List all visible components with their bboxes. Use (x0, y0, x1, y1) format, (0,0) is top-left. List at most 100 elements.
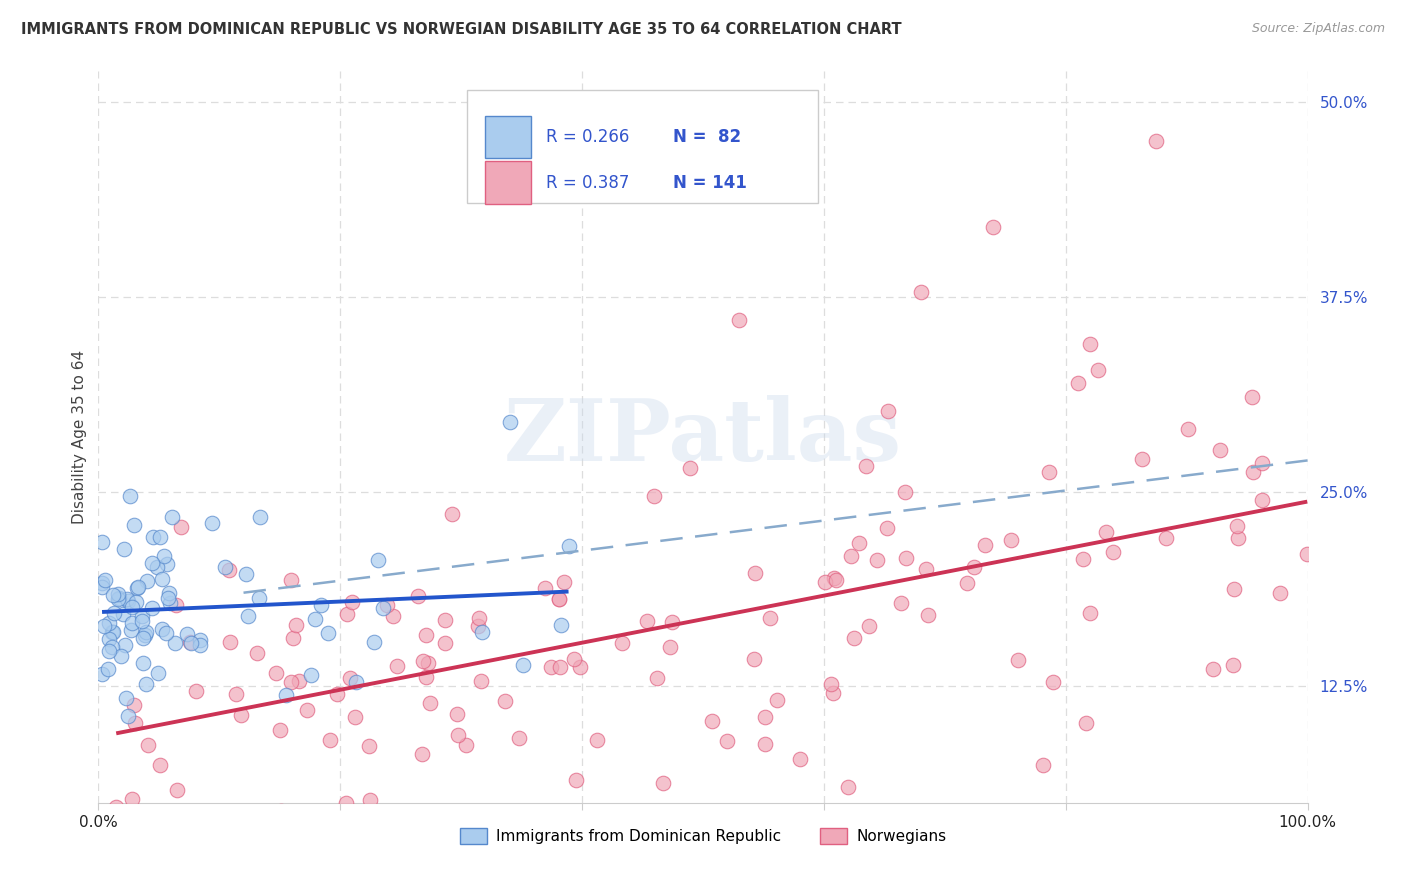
Point (1154, 531, 1177, 545)
Point (179, 634, 201, 648)
Point (101, 640, 124, 654)
Point (150, 572, 173, 586)
Point (304, 612, 326, 626)
Point (214, 560, 236, 574)
Point (1042, 674, 1064, 689)
Point (309, 598, 332, 612)
Point (540, 659, 562, 673)
Point (91, 580, 114, 594)
Point (411, 747, 433, 761)
Point (159, 596, 181, 610)
Point (299, 667, 322, 681)
Point (357, 739, 380, 753)
Point (406, 589, 429, 603)
Text: ZIPatlas: ZIPatlas (503, 395, 903, 479)
Point (418, 656, 440, 670)
Point (101, 588, 124, 602)
Point (820, 677, 842, 691)
Point (471, 625, 494, 640)
Point (270, 804, 292, 818)
Point (1038, 465, 1060, 479)
Point (136, 738, 159, 752)
Point (1251, 456, 1274, 470)
Point (120, 624, 142, 638)
Point (152, 623, 174, 637)
Point (98, 615, 121, 630)
Point (498, 415, 520, 429)
Point (381, 609, 404, 624)
Point (336, 607, 359, 621)
Point (1201, 662, 1223, 676)
Point (105, 800, 128, 814)
Point (1071, 552, 1094, 566)
Point (914, 562, 936, 576)
Point (107, 592, 129, 607)
Point (335, 796, 357, 810)
Point (548, 592, 571, 607)
Point (548, 592, 571, 607)
Point (557, 540, 579, 554)
Point (956, 576, 979, 591)
Point (855, 459, 877, 474)
Point (837, 780, 859, 795)
Point (886, 811, 908, 825)
Point (148, 666, 170, 681)
Point (103, 606, 125, 620)
Point (434, 636, 457, 650)
Point (135, 574, 157, 588)
Point (553, 575, 575, 590)
Point (100, 625, 122, 640)
Point (548, 660, 571, 674)
Point (1209, 442, 1232, 457)
Point (166, 783, 188, 797)
Point (1223, 582, 1246, 596)
Point (447, 728, 470, 742)
Point (728, 313, 751, 327)
Point (371, 601, 394, 615)
Point (974, 539, 997, 553)
Point (754, 737, 776, 751)
Point (367, 553, 389, 567)
Point (155, 626, 177, 640)
Point (412, 654, 434, 668)
Point (141, 556, 163, 570)
Point (114, 639, 136, 653)
Point (1078, 606, 1101, 620)
Point (766, 692, 789, 706)
Point (249, 510, 271, 524)
Point (134, 628, 156, 642)
Point (454, 738, 477, 752)
Point (118, 489, 141, 503)
Point (184, 683, 207, 698)
Point (141, 601, 163, 615)
Point (180, 636, 202, 650)
Point (585, 733, 607, 747)
Point (562, 652, 585, 666)
Point (679, 460, 702, 475)
Point (1226, 532, 1249, 546)
Text: R = 0.387: R = 0.387 (546, 174, 628, 192)
Point (146, 560, 169, 574)
Point (125, 594, 148, 608)
Point (702, 714, 724, 728)
Point (101, 625, 124, 640)
Point (149, 757, 172, 772)
Point (415, 670, 437, 684)
Point (188, 638, 211, 652)
Legend: Immigrants from Dominican Republic, Norwegians: Immigrants from Dominican Republic, Norw… (454, 822, 952, 850)
Point (377, 598, 399, 612)
Point (1007, 653, 1029, 667)
Point (91, 576, 114, 591)
Point (170, 520, 193, 534)
Point (111, 607, 134, 621)
Point (652, 775, 675, 789)
Point (110, 648, 132, 663)
Point (340, 595, 363, 609)
Point (319, 733, 342, 747)
Point (269, 723, 291, 738)
Point (122, 698, 145, 713)
Point (890, 596, 912, 610)
Point (981, 219, 1004, 234)
Point (1296, 547, 1319, 561)
Point (297, 703, 319, 717)
